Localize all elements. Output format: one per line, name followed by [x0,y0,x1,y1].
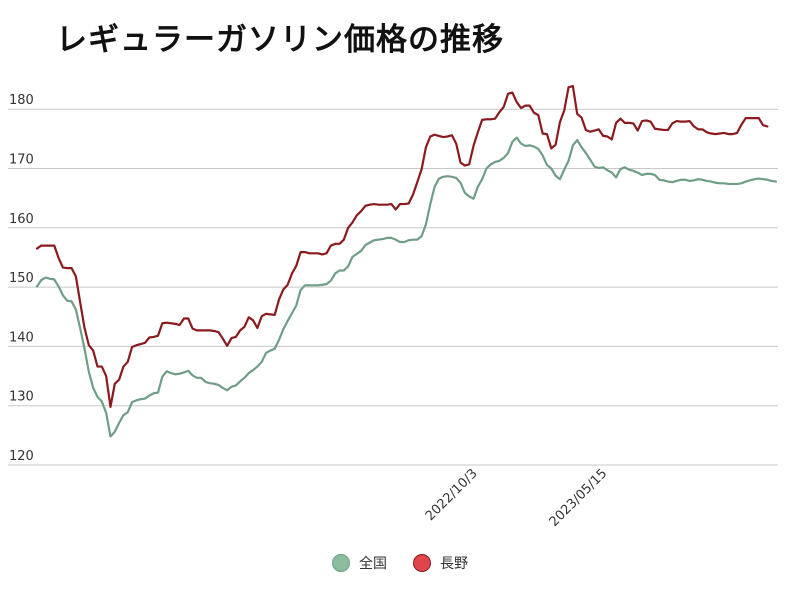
series-line-1 [35,84,769,408]
y-tick-130: 130 [9,390,34,405]
y-tick-160: 160 [9,212,34,227]
legend-label-nagano: 長野 [440,556,468,572]
series-line-0 [35,136,778,438]
series-lines [35,84,778,438]
y-tick-120: 120 [9,449,34,464]
legend-item-zenkoku[interactable]: 全国 [332,553,387,573]
y-tick-170: 170 [9,153,34,168]
chart-title: レギュラーガソリン価格の推移 [56,22,504,58]
x-tick-0: 2022/10/3 [423,466,481,524]
legend-label-zenkoku: 全国 [359,556,387,572]
legend: 全国 長野 [0,553,800,573]
y-tick-150: 150 [9,271,34,286]
x-tick-1: 2023/05/15 [547,466,611,530]
y-tick-labels: 120 130 140 150 160 170 180 [9,93,34,464]
legend-swatch-nagano [413,554,431,572]
legend-item-nagano[interactable]: 長野 [413,553,468,573]
legend-swatch-zenkoku [332,554,350,572]
y-tick-180: 180 [9,93,34,108]
y-tick-140: 140 [9,330,34,345]
x-tick-labels: 2022/10/3 2023/05/15 [423,466,610,530]
grid-lines [8,108,778,466]
